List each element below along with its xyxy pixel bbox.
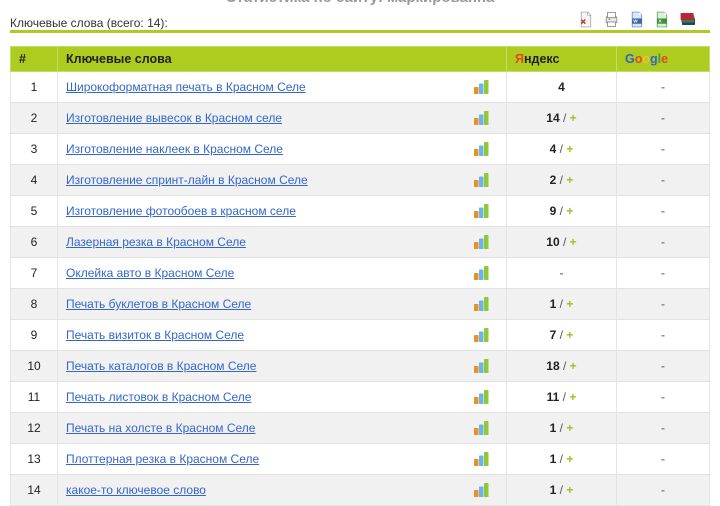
svg-text:W: W bbox=[633, 19, 638, 24]
